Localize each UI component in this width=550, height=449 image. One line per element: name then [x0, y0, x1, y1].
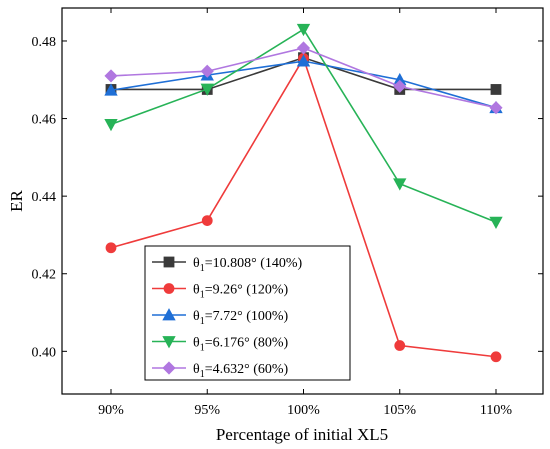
legend-label: θ1=4.632° (60%): [193, 362, 289, 380]
y-tick-label: 0.40: [32, 345, 57, 360]
data-point-circle: [105, 242, 117, 254]
x-tick-label: 110%: [480, 403, 512, 418]
series-4: [104, 23, 503, 229]
legend-label-subscript: 1: [200, 343, 205, 354]
legend-label-subscript: 1: [200, 369, 205, 380]
series-layer: [104, 23, 503, 363]
data-point-diamond: [200, 64, 214, 78]
legend-entry: θ1=10.808° (140%): [152, 256, 303, 274]
legend-label-subscript: 1: [200, 290, 205, 301]
legend-label-theta: θ: [193, 336, 200, 351]
legend-box: [144, 245, 351, 381]
legend-label-text: =4.632° (60%): [205, 362, 289, 377]
y-tick-label: 0.48: [32, 35, 57, 50]
legend-entry: θ1=4.632° (60%): [152, 361, 289, 380]
legend-marker-triangle-down: [162, 336, 176, 349]
legend-marker-circle: [163, 283, 175, 294]
legend-entry: θ1=7.72° (100%): [152, 308, 289, 327]
y-tick-label: 0.42: [32, 268, 57, 283]
legend-entry: θ1=6.176° (80%): [152, 336, 289, 354]
data-point-triangle-up: [104, 83, 118, 96]
legend-label: θ1=9.26° (120%): [193, 283, 289, 301]
legend-label-theta: θ: [193, 362, 200, 377]
legend-label: θ1=7.72° (100%): [193, 309, 289, 327]
legend-label-subscript: 1: [200, 316, 205, 327]
legend-label-theta: θ: [193, 283, 200, 298]
series-5: [104, 41, 503, 115]
x-tick-label: 105%: [383, 403, 416, 418]
legend-label-text: =9.26° (120%): [205, 283, 289, 298]
legend-marker-triangle-up: [162, 308, 176, 321]
data-point-circle: [201, 215, 213, 226]
data-point-triangle-down: [489, 216, 503, 229]
legend-label-subscript: 1: [200, 263, 205, 274]
series-line: [110, 60, 497, 109]
legend-label-theta: θ: [193, 309, 200, 324]
x-axis-ticks: 90% 95% 100% 105% 110%: [98, 8, 512, 418]
x-axis-title: Percentage of initial XL5: [216, 425, 388, 444]
data-point-triangle-down: [104, 118, 118, 132]
data-point-square: [490, 84, 502, 95]
data-point-diamond: [296, 41, 311, 55]
legend-marker-diamond: [162, 361, 176, 375]
y-axis-ticks: 0.40 0.42 0.44 0.46 0.48: [32, 35, 543, 360]
legend-label: θ1=10.808° (140%): [193, 256, 303, 274]
data-point-diamond: [489, 101, 503, 115]
data-point-triangle-down: [296, 23, 311, 37]
legend-label-text: =6.176° (80%): [205, 336, 289, 351]
data-point-diamond: [393, 79, 407, 93]
legend-label: θ1=6.176° (80%): [193, 336, 289, 354]
legend-label-theta: θ: [193, 256, 200, 271]
x-tick-label: 95%: [194, 403, 220, 418]
y-tick-label: 0.44: [32, 190, 57, 205]
legend-entry: θ1=9.26° (120%): [152, 283, 289, 301]
data-point-triangle-down: [200, 83, 214, 96]
legend-label-text: =10.808° (140%): [205, 256, 303, 271]
data-point-diamond: [104, 69, 118, 83]
data-point-circle: [394, 340, 406, 351]
legend-marker-square: [163, 256, 175, 268]
legend: θ1=10.808° (140%)θ1=9.26° (120%)θ1=7.72°…: [144, 245, 351, 381]
x-tick-label: 100%: [287, 403, 320, 418]
legend-entries: θ1=10.808° (140%)θ1=9.26° (120%)θ1=7.72°…: [152, 256, 303, 380]
data-point-triangle-down: [393, 178, 407, 191]
data-point-circle: [490, 351, 502, 363]
y-axis-title: ER: [7, 189, 26, 211]
plot-frame: [61, 7, 544, 395]
data-point-triangle-up: [296, 54, 311, 67]
x-tick-label: 90%: [98, 403, 124, 418]
legend-label-text: =7.72° (100%): [205, 309, 289, 324]
y-tick-label: 0.46: [32, 113, 57, 128]
